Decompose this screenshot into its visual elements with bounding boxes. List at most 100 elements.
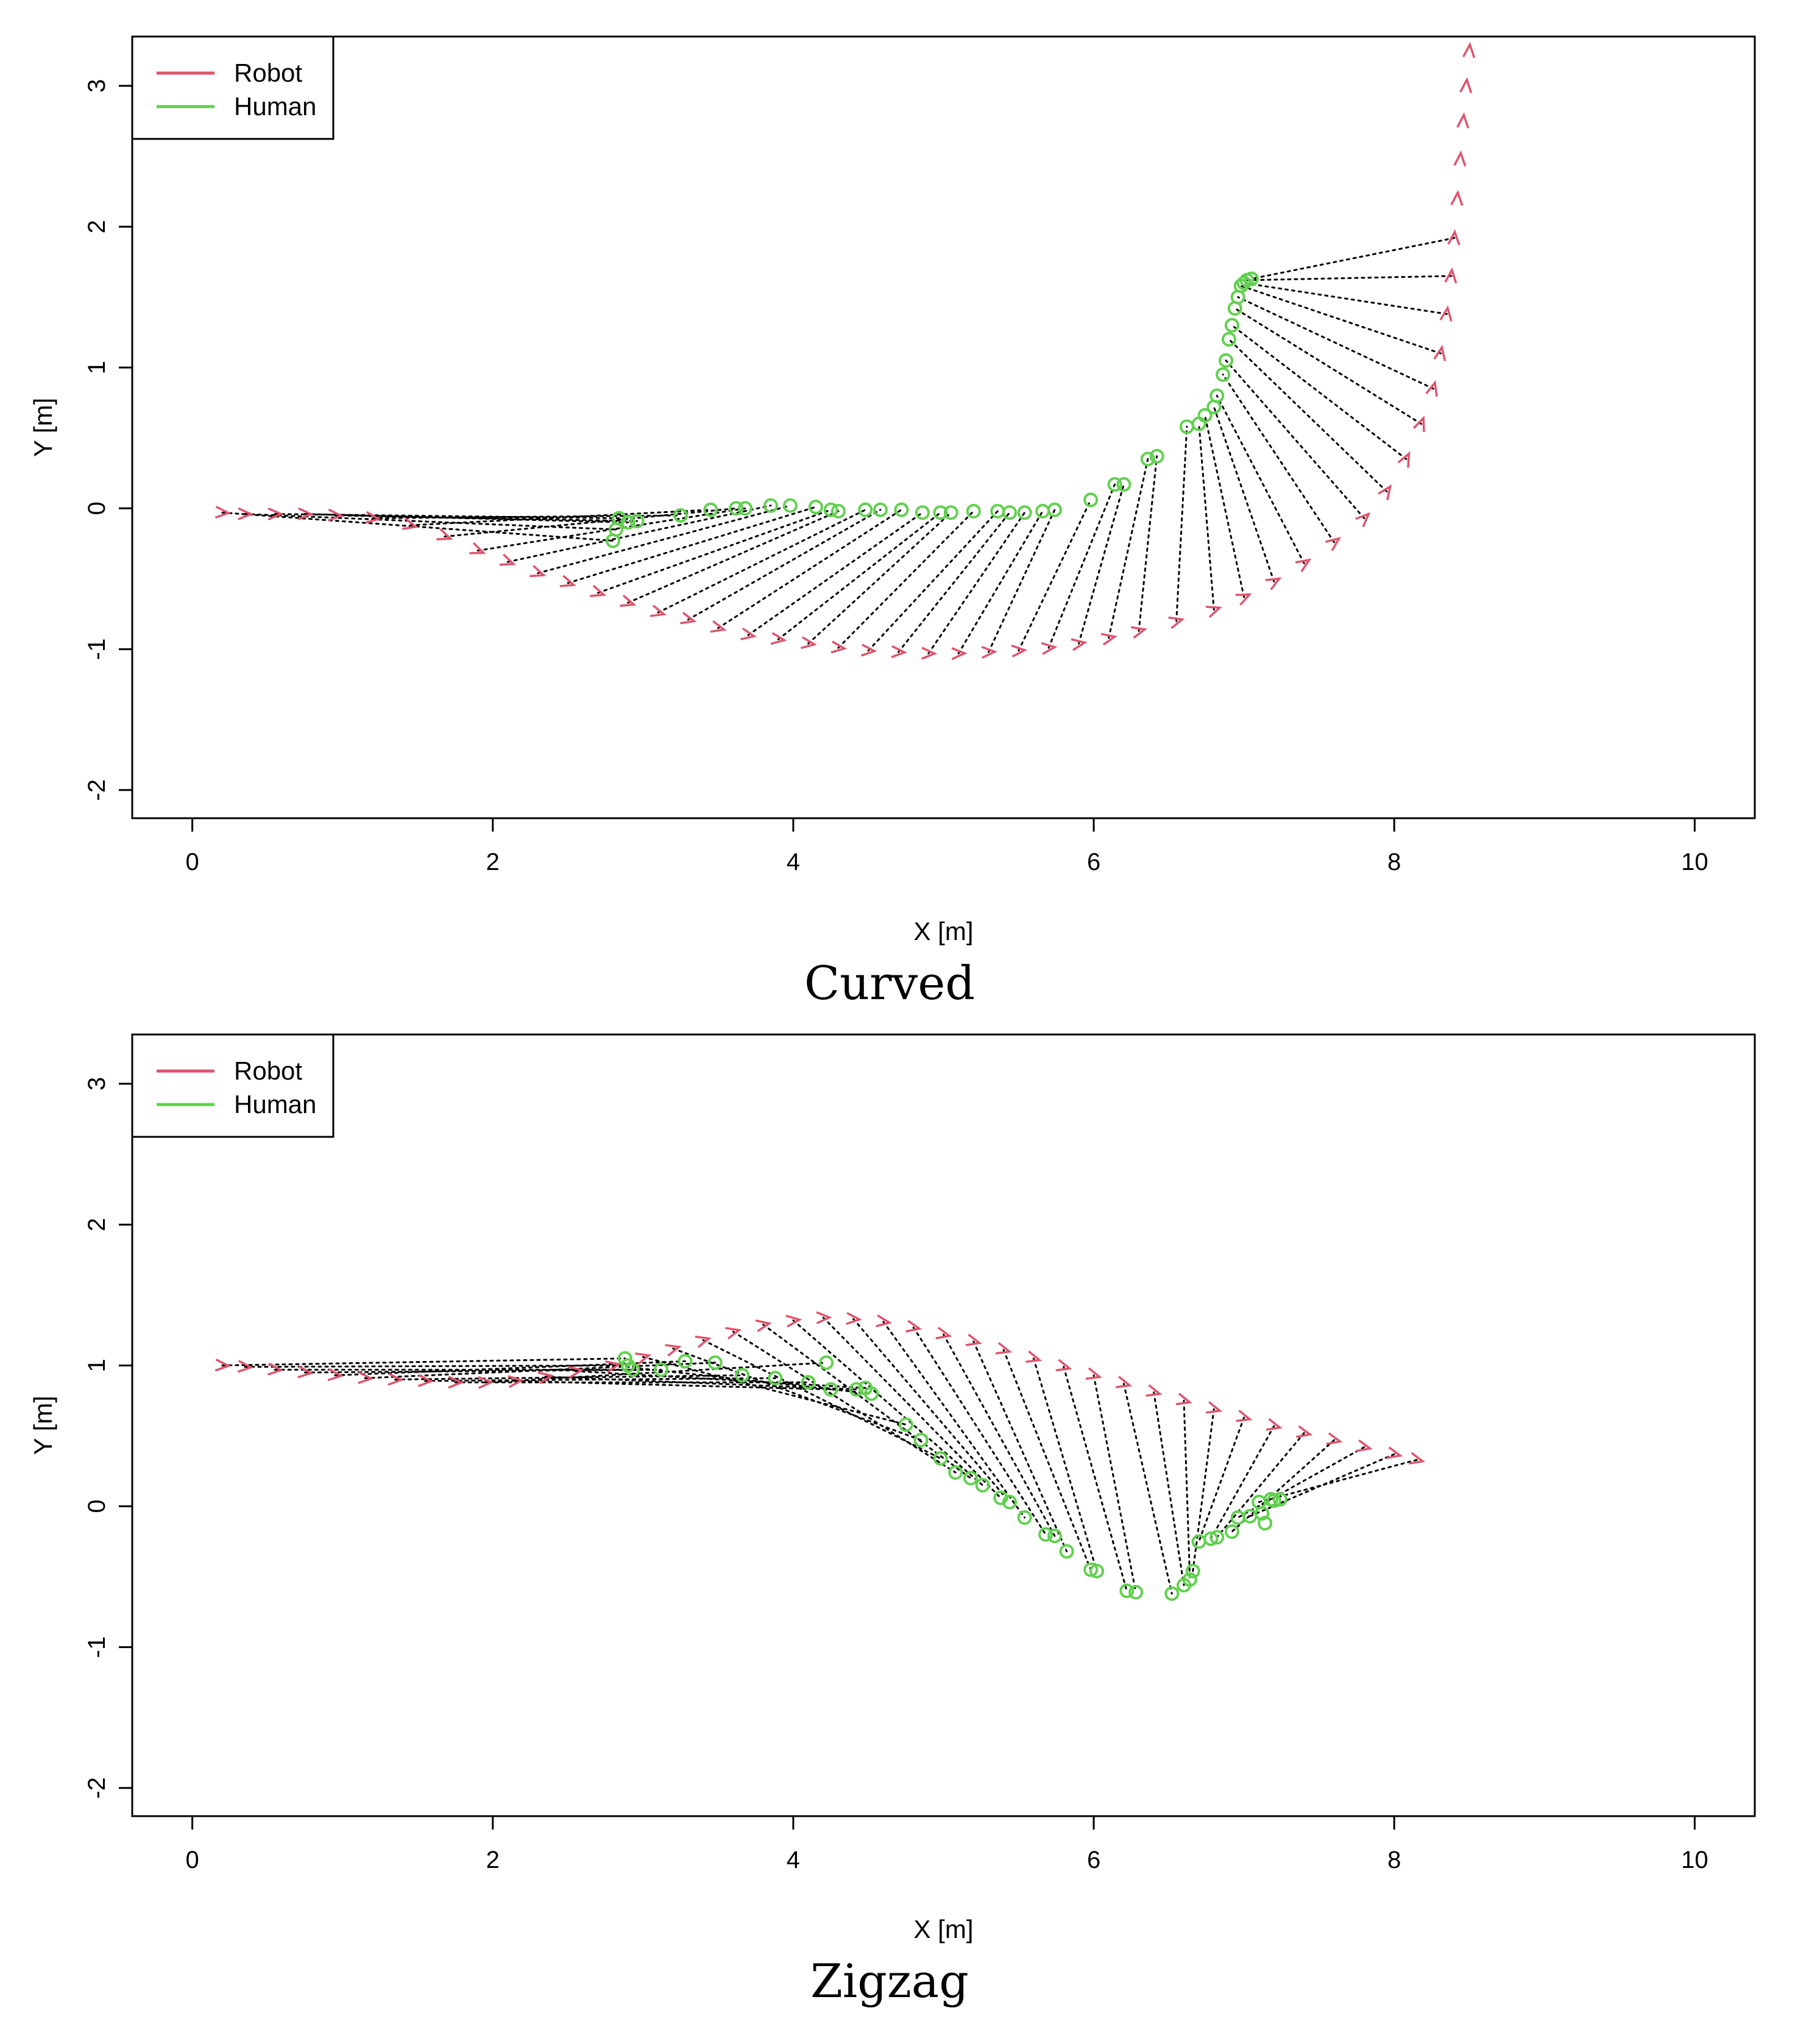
robot-marker [620,595,637,607]
legend-human-label: Human [234,1090,316,1119]
link-line [334,1360,686,1376]
robot-marker [448,1376,464,1389]
link-line [1225,359,1365,520]
human-marker [678,1354,693,1369]
link-line [1047,483,1116,649]
human-marker [620,515,636,530]
robot-marker [951,647,968,660]
human-marker [707,1355,723,1370]
y-axis-label: Y [m] [29,1396,57,1455]
x-axis: 0 2 4 6 8 10 [186,818,1708,875]
human-marker [1047,1528,1062,1543]
human-marker [1197,408,1213,423]
link-line [1240,285,1442,355]
robot-marker [891,645,907,659]
legend-robot-label: Robot [234,58,302,87]
link-line [1002,1349,1092,1571]
legend: Robot Human [131,35,335,140]
human-marker [1002,505,1017,520]
legend-box [131,35,335,140]
robot-marker [725,1327,742,1340]
human-marker [1209,1530,1225,1545]
panel-caption: Curved [804,956,975,1010]
y-tick-label: 1 [83,1359,110,1372]
link-line [642,1356,907,1426]
link-line [537,504,791,575]
x-axis-label: X [m] [913,1915,973,1943]
robot-marker [537,1371,554,1384]
link-line [1063,1366,1128,1592]
robot-marker [1025,1350,1043,1363]
robot-marker [567,1365,584,1379]
link-line [657,509,866,614]
robot-marker [1175,1393,1192,1406]
human-marker [858,502,873,517]
x-tick-label: 0 [186,1847,199,1873]
robot-marker [297,507,314,521]
x-tick-label: 0 [186,849,199,875]
y-tick-label: 0 [83,501,110,515]
legend-robot-label: Robot [234,1056,302,1085]
robot-marker [800,636,817,649]
robot-marker [417,1374,434,1387]
human-marker [703,502,718,517]
robot-marker [785,1314,802,1328]
link-line [476,507,746,552]
x-axis-label: X [m] [913,917,973,946]
robot-marker [402,517,419,530]
human-marker [1047,502,1062,517]
y-axis: -2 -1 0 1 2 3 [83,1077,132,1799]
link-line [1228,338,1388,493]
human-marker [933,1451,948,1466]
human-marker [629,514,645,529]
y-tick-label: -2 [83,1777,110,1799]
robot-marker [388,1373,404,1386]
link-line [567,506,817,584]
panel-caption: Zigzag [810,1954,969,2008]
link-line [514,1380,832,1391]
link-line [777,511,942,640]
link-line [1250,237,1456,280]
human-marker [1017,1510,1032,1525]
panel-zigzag: 0 2 4 6 8 10 -2 -1 0 1 2 3 X [m] Y [m] Robot Human… [29,1033,1756,2008]
link-line [1246,275,1453,281]
human-marker [1272,1491,1287,1507]
link-line [702,1339,942,1460]
link-line [822,1317,1002,1499]
human-marker [948,1465,963,1480]
robot-marker [1326,1432,1343,1445]
robot-marker [1100,632,1117,646]
robot-marker [1462,41,1476,58]
y-tick-label: 0 [83,1499,110,1513]
link-line [1198,1416,1245,1543]
human-marker [1002,1494,1017,1510]
human-marker [849,1382,864,1397]
link-line [1258,1459,1418,1503]
link-line [837,510,975,649]
robot-marker [1325,537,1342,551]
robot-marker [478,1376,494,1389]
human-marker [819,1355,834,1370]
robot-marker [935,1326,952,1340]
link-line [792,1319,984,1487]
link-line [987,509,1056,653]
human-marker [1083,1562,1099,1577]
robot-marker [1355,512,1371,528]
link-line [1222,373,1336,543]
y-tick-label: -1 [83,638,110,660]
x-tick-label: 8 [1387,1847,1401,1873]
legend-human-label: Human [234,92,316,121]
human-marker [617,1351,632,1366]
human-marker [801,1374,816,1390]
link-line [732,1331,957,1474]
robot-marker [740,628,757,641]
robot-marker [635,1352,652,1365]
human-marker [975,1477,990,1493]
human-marker [1185,1563,1200,1579]
y-tick-label: -1 [83,1636,110,1658]
link-line [912,1326,1047,1536]
robot-marker [830,640,848,654]
human-marker [894,502,909,517]
robot-marker [905,1320,922,1333]
link-line [1192,1408,1215,1572]
